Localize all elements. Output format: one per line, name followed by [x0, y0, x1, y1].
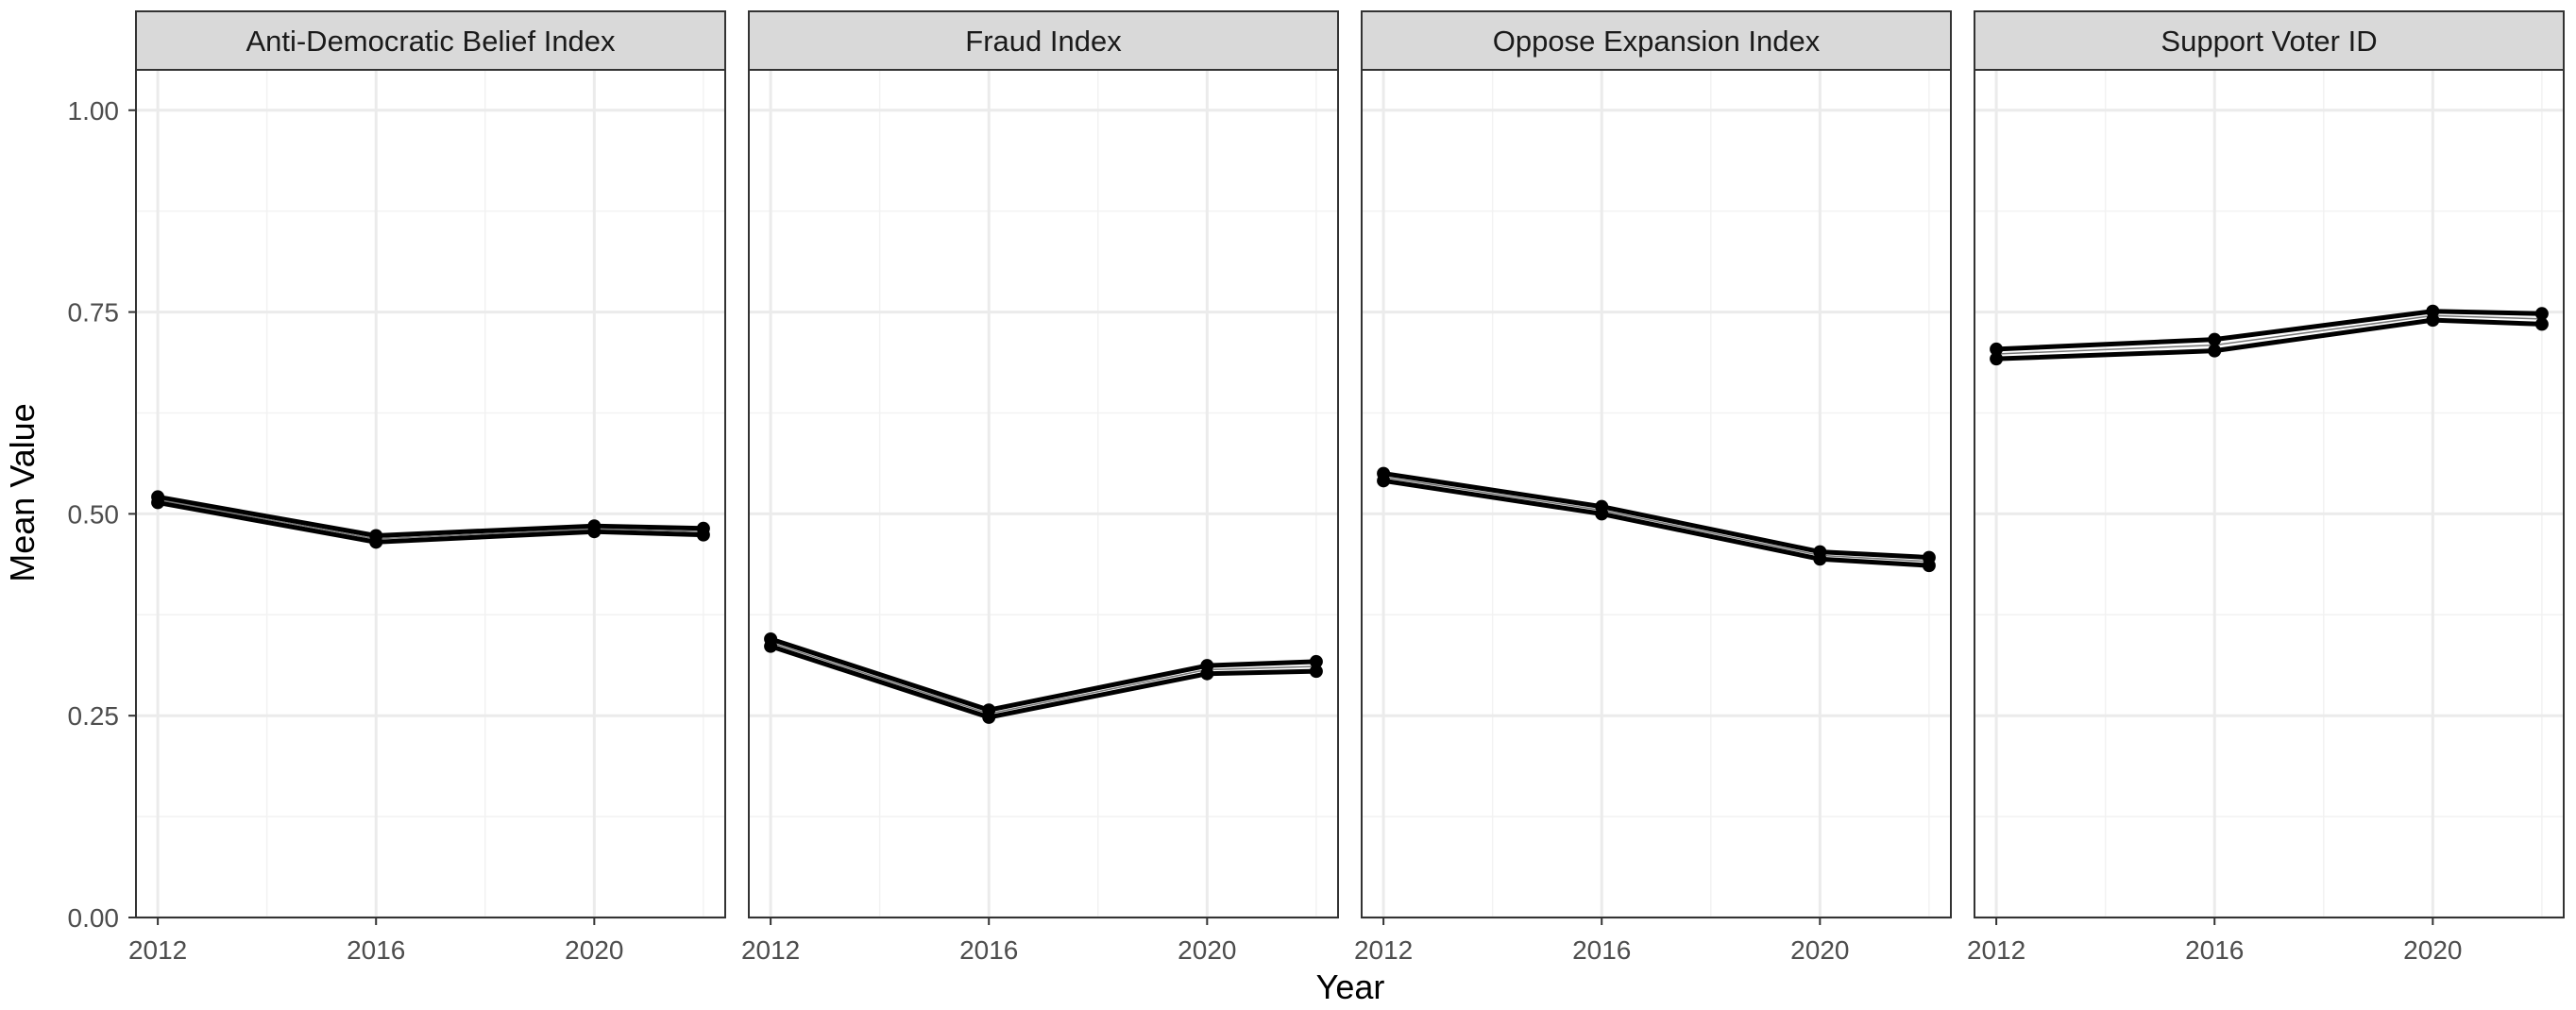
series-line: [770, 644, 1316, 720]
data-point: [982, 710, 996, 724]
facet-panel: Oppose Expansion Index 2012 2016 2020: [1354, 10, 1952, 965]
series-midline: [1382, 476, 1929, 563]
x-tick-label: 2016: [2185, 935, 2244, 965]
y-axis-title: Mean Value: [3, 403, 42, 581]
data-point: [1200, 666, 1214, 681]
x-tick-label: 2020: [1178, 935, 1236, 965]
x-tick-label: 2016: [1572, 935, 1631, 965]
x-tick-label: 2020: [2403, 935, 2462, 965]
facet-panel: Fraud Index 2012 2016 2020: [741, 10, 1339, 965]
facet-strip-label: Oppose Expansion Index: [1493, 25, 1821, 58]
data-point: [1813, 552, 1827, 566]
x-tick-label: 2020: [1790, 935, 1849, 965]
data-point: [587, 525, 602, 539]
series-line: [770, 636, 1316, 713]
data-point: [1309, 665, 1323, 679]
x-tick-label: 2012: [128, 935, 187, 965]
x-tick-label: 2020: [565, 935, 623, 965]
x-tick-label: 2012: [1967, 935, 2025, 965]
panel-background: [1362, 70, 1951, 917]
facet-panel: Support Voter ID 2012 2016 2020: [1967, 10, 2565, 965]
series-line: [157, 494, 703, 538]
facet-strip-label: Support Voter ID: [2161, 25, 2377, 58]
facet-strip: [1974, 10, 2565, 71]
x-axis-title: Year: [1316, 968, 1385, 1006]
data-point: [369, 535, 383, 549]
panel-background: [1974, 70, 2564, 917]
series-line: [1996, 317, 2542, 362]
data-point: [1990, 342, 2004, 356]
data-point: [1595, 507, 1609, 521]
series-line: [1996, 309, 2542, 352]
data-point: [1990, 352, 2004, 366]
facet-panel: Anti-Democratic Belief Index 2012 2016 2020: [128, 10, 726, 965]
panel-background: [749, 70, 1338, 917]
facet-strip-label: Anti-Democratic Belief Index: [246, 25, 616, 58]
series-midline: [770, 642, 1316, 715]
y-tick-label: 0.25: [68, 701, 120, 731]
data-point: [696, 528, 710, 542]
data-point: [2208, 344, 2222, 358]
data-point: [2208, 332, 2222, 346]
x-tick-label: 2016: [347, 935, 405, 965]
facet-strip: [748, 10, 1339, 71]
facet-strip: [1361, 10, 1952, 71]
data-point: [764, 639, 778, 653]
data-point: [1377, 474, 1391, 488]
y-tick-label: 0.00: [68, 903, 120, 933]
x-tick-label: 2016: [959, 935, 1018, 965]
series-midline: [1996, 314, 2542, 355]
data-point: [151, 496, 165, 510]
series-line: [157, 499, 703, 545]
x-tick-label: 2012: [741, 935, 800, 965]
series-line: [1382, 471, 1930, 561]
facet-strip-label: Fraud Index: [965, 25, 1122, 58]
data-point: [1309, 654, 1323, 668]
data-point: [2534, 317, 2549, 331]
series-midline: [157, 498, 703, 540]
y-tick-label: 1.00: [68, 96, 120, 126]
y-tick-label: 0.75: [68, 298, 120, 328]
facet-strip: [135, 10, 726, 71]
data-point: [2426, 313, 2440, 328]
series-line: [1382, 478, 1930, 568]
y-tick-label: 0.50: [68, 499, 120, 529]
data-point: [1922, 559, 1936, 573]
data-point: [2534, 307, 2549, 321]
x-tick-label: 2012: [1354, 935, 1413, 965]
panel-background: [136, 70, 725, 917]
